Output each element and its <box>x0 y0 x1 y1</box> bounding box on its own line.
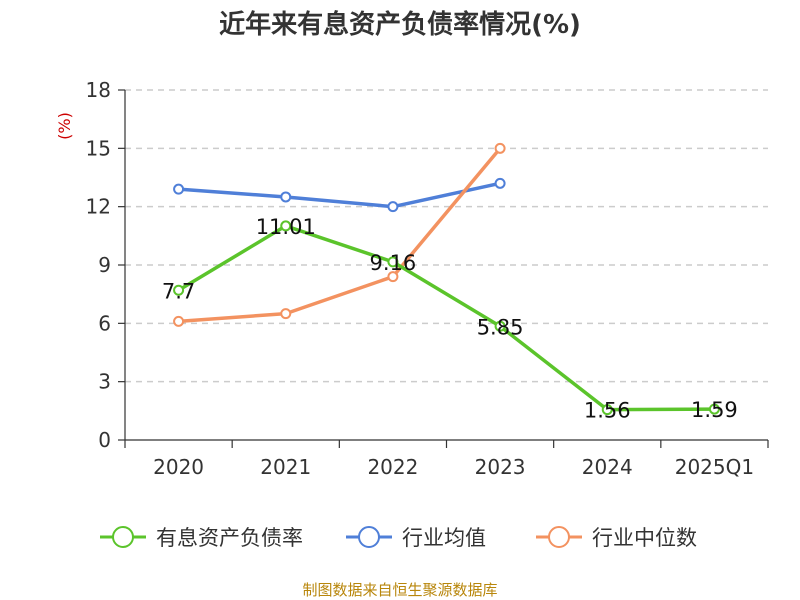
data-label: 9.16 <box>370 251 417 275</box>
series-line-0 <box>177 224 715 412</box>
series-line-1 <box>178 181 501 209</box>
data-point <box>708 403 720 415</box>
source-note: 制图数据来自恒生聚源数据库 <box>302 581 497 599</box>
data-point <box>601 404 613 416</box>
x-tick-label: 2021 <box>260 455 311 479</box>
x-tick-label: 2024 <box>582 455 633 479</box>
data-point <box>494 177 506 189</box>
data-point <box>387 256 399 268</box>
y-tick-label: 12 <box>86 195 111 219</box>
y-axis-unit: (%) <box>55 112 74 140</box>
series-group <box>173 142 720 416</box>
data-point <box>280 220 292 232</box>
data-label: 5.85 <box>477 315 524 339</box>
y-tick-label: 18 <box>86 78 111 102</box>
data-point <box>387 201 399 213</box>
legend: 有息资产负债率 行业均值 行业中位数 <box>100 526 697 550</box>
y-tick-label: 0 <box>98 428 111 452</box>
x-tick-label: 2020 <box>153 455 204 479</box>
legend-marker <box>548 526 570 548</box>
gridlines <box>125 89 768 383</box>
y-tick-label: 3 <box>98 370 111 394</box>
legend-label: 行业中位数 <box>592 526 697 550</box>
data-point <box>494 320 506 332</box>
data-point <box>280 308 292 320</box>
data-label: 1.59 <box>691 398 738 422</box>
series-line-2 <box>178 147 502 324</box>
data-point <box>494 142 506 154</box>
data-point <box>173 183 185 195</box>
y-tick-label: 9 <box>98 253 111 277</box>
data-point <box>280 191 292 203</box>
legend-marker <box>358 526 380 548</box>
data-labels: 7.7 11.01 9.16 5.85 1.56 1.59 <box>162 215 738 423</box>
data-point <box>173 284 185 296</box>
data-point <box>173 315 185 327</box>
x-tick-label: 2022 <box>367 455 418 479</box>
x-tick-label: 2023 <box>475 455 526 479</box>
data-label: 7.7 <box>162 279 195 303</box>
data-point <box>387 271 399 283</box>
y-tick-label: 6 <box>98 311 111 335</box>
axes: 0 3 6 9 12 15 18 2020 2021 2022 2023 2024 2025Q1 <box>86 78 769 479</box>
data-label: 11.01 <box>256 215 316 239</box>
legend-label: 有息资产负债率 <box>156 526 303 550</box>
y-tick-label: 15 <box>86 136 111 160</box>
x-tick-label: 2025Q1 <box>675 455 754 479</box>
legend-marker <box>112 526 134 548</box>
data-label: 1.56 <box>584 399 631 423</box>
chart-title: 近年来有息资产负债率情况(%) <box>219 9 581 40</box>
legend-label: 行业均值 <box>402 526 486 550</box>
